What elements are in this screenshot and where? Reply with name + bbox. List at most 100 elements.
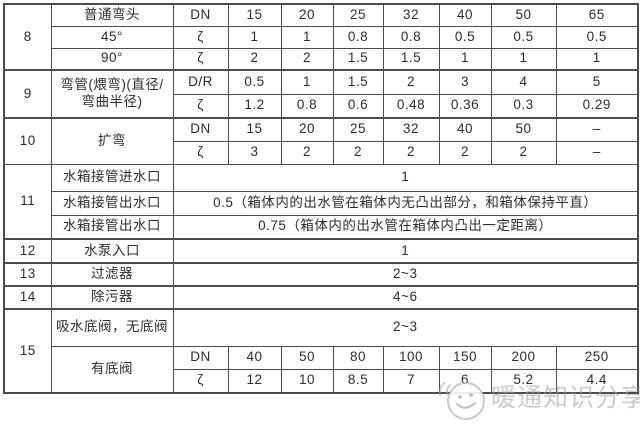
- item-label: 90°: [50, 47, 174, 71]
- param-key: ζ: [172, 368, 229, 394]
- value-cell: 4.4: [555, 368, 639, 394]
- table-row: 12 水泵入口 1: [3, 238, 639, 264]
- param-key: ζ: [172, 140, 229, 165]
- value-cell: 0.36: [438, 93, 492, 119]
- item-label: 45°: [50, 25, 174, 49]
- value-cell: 3: [438, 69, 492, 95]
- value-cell: 2: [280, 47, 334, 71]
- param-key: DN: [172, 117, 229, 142]
- item-label: 除污器: [50, 285, 174, 310]
- value-cell: 0.8: [280, 93, 334, 119]
- value-cell: 1.5: [332, 69, 384, 95]
- value-cell: 1: [172, 163, 639, 192]
- value-cell: 2: [332, 140, 384, 165]
- row-number: 13: [3, 262, 52, 287]
- value-cell: 10: [280, 368, 334, 394]
- item-label: 水箱接管进水口: [50, 163, 174, 192]
- table-row: 有底阀 DN 40 50 80 100 150 200 250: [4, 345, 639, 394]
- value-cell: 0.3: [490, 93, 557, 119]
- value-cell: 5: [555, 69, 639, 95]
- item-label: 有底阀: [50, 345, 174, 394]
- param-key: DN: [172, 3, 229, 27]
- param-key: DN: [172, 345, 229, 370]
- value-cell: 1: [490, 47, 557, 71]
- value-cell: 2: [382, 69, 440, 95]
- value-cell: 0.5: [227, 69, 282, 95]
- value-cell: 0.8: [382, 25, 440, 49]
- value-cell: 40: [438, 117, 492, 142]
- local-resistance-coefficient-table: 8 普通弯头 DN 15 20 25 32 40 50 65 45° ζ 1 1…: [3, 3, 639, 394]
- table-row: 9 弯管(煨弯)(直径/弯曲半径) D/R 0.5 1 1.5 2 3 4 5: [3, 69, 639, 119]
- value-cell: 1: [280, 25, 334, 49]
- value-cell: 1: [555, 47, 639, 71]
- value-cell: 50: [280, 345, 334, 370]
- value-cell: 0.29: [555, 93, 639, 119]
- param-key: ζ: [172, 25, 229, 49]
- value-cell: 50: [490, 117, 557, 142]
- value-cell: 1.5: [332, 47, 384, 71]
- value-cell: 0.8: [332, 25, 384, 49]
- value-cell: 2: [280, 140, 334, 165]
- value-cell: 0.48: [382, 93, 440, 119]
- value-cell: 7: [382, 368, 440, 394]
- row-number: 11: [3, 163, 52, 240]
- value-cell: 32: [382, 3, 440, 27]
- param-key: ζ: [172, 93, 229, 119]
- value-cell: 80: [332, 345, 384, 370]
- item-label: 水箱接管出水口: [50, 190, 174, 216]
- table-row: 13 过滤器 2~3: [3, 262, 639, 287]
- param-key: ζ: [172, 47, 229, 71]
- value-cell: 8.5: [332, 368, 384, 394]
- value-cell: 12: [227, 368, 282, 394]
- value-cell: 100: [382, 345, 440, 370]
- value-cell: 0.5: [438, 25, 492, 49]
- value-cell: 40: [227, 345, 282, 370]
- table-row: ζ 12 10 8.5 7 6 5.2 4.4: [4, 368, 639, 394]
- value-cell: 2: [438, 140, 492, 165]
- value-cell: 3: [227, 140, 282, 165]
- value-cell: 15: [227, 117, 282, 142]
- table-row: 11 水箱接管进水口 1: [3, 163, 639, 240]
- item-label: 水泵入口: [50, 238, 174, 264]
- value-cell: 0.75（箱体内的出水管在箱体内凸出一定距离）: [172, 214, 639, 240]
- value-cell: 2: [382, 140, 440, 165]
- item-label: 过滤器: [50, 262, 174, 287]
- item-label: 扩弯: [50, 117, 174, 165]
- value-cell: 2: [227, 47, 282, 71]
- value-cell: 4~6: [172, 285, 639, 310]
- value-cell: 2~3: [172, 308, 639, 347]
- value-cell: 25: [332, 117, 384, 142]
- table-row: 水箱接管出水口 0.5（箱体内的出水管在箱体内无凸出部分，和箱体保持平直）: [4, 190, 639, 216]
- table-row: 15 吸水底阀，无底阀 2~3: [3, 308, 639, 394]
- value-cell: 0.5: [555, 25, 639, 49]
- value-cell: 32: [382, 117, 440, 142]
- value-cell: 0.6: [332, 93, 384, 119]
- table-row: 14 除污器 4~6: [3, 285, 639, 310]
- row-number: 12: [3, 238, 52, 264]
- value-cell: 4: [490, 69, 557, 95]
- row-number: 14: [3, 285, 52, 310]
- value-cell: 5.2: [490, 368, 557, 394]
- value-cell: 250: [555, 345, 639, 370]
- value-cell: 1.5: [382, 47, 440, 71]
- value-cell: 15: [227, 3, 282, 27]
- table-row: 45° ζ 1 1 0.8 0.8 0.5 0.5 0.5: [4, 25, 639, 49]
- value-cell: 1: [172, 238, 639, 264]
- value-cell: 6: [438, 368, 492, 394]
- value-cell: –: [555, 140, 639, 165]
- value-cell: 65: [555, 3, 639, 27]
- value-cell: –: [555, 117, 639, 142]
- table-row: 90° ζ 2 2 1.5 1.5 1 1 1: [4, 47, 639, 71]
- value-cell: 2: [490, 140, 557, 165]
- value-cell: 20: [280, 117, 334, 142]
- row-number: 9: [3, 69, 52, 119]
- value-cell: 40: [438, 3, 492, 27]
- value-cell: 2~3: [172, 262, 639, 287]
- table-row: 水箱接管出水口 0.75（箱体内的出水管在箱体内凸出一定距离）: [4, 214, 639, 240]
- value-cell: 50: [490, 3, 557, 27]
- value-cell: 1: [280, 69, 334, 95]
- table-row: 10 扩弯 DN 15 20 25 32 40 50 –: [3, 117, 639, 165]
- row-number: 8: [3, 3, 52, 71]
- table-row: ζ 1.2 0.8 0.6 0.48 0.36 0.3 0.29: [4, 93, 639, 119]
